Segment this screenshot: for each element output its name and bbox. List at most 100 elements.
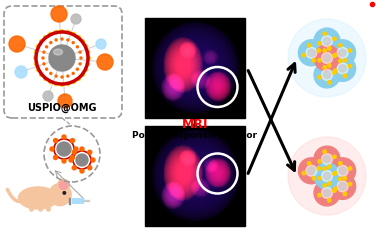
Circle shape bbox=[339, 167, 346, 174]
Circle shape bbox=[333, 155, 336, 159]
Circle shape bbox=[308, 167, 315, 174]
Circle shape bbox=[87, 51, 89, 53]
Circle shape bbox=[339, 59, 342, 63]
Circle shape bbox=[321, 171, 332, 181]
Circle shape bbox=[323, 172, 331, 180]
Circle shape bbox=[9, 36, 25, 52]
Circle shape bbox=[74, 147, 78, 151]
Circle shape bbox=[333, 71, 336, 74]
Circle shape bbox=[88, 166, 92, 170]
Circle shape bbox=[321, 154, 332, 164]
Circle shape bbox=[343, 192, 347, 196]
Circle shape bbox=[55, 39, 57, 41]
Circle shape bbox=[330, 40, 356, 66]
Circle shape bbox=[67, 39, 69, 41]
Circle shape bbox=[82, 74, 84, 76]
Circle shape bbox=[70, 156, 74, 160]
Circle shape bbox=[43, 51, 45, 53]
Circle shape bbox=[339, 65, 346, 72]
Circle shape bbox=[55, 83, 57, 86]
Circle shape bbox=[308, 44, 311, 47]
Circle shape bbox=[323, 71, 331, 79]
Circle shape bbox=[79, 51, 81, 53]
Circle shape bbox=[73, 32, 75, 35]
Bar bbox=[145, 18, 245, 118]
Circle shape bbox=[323, 167, 326, 170]
Circle shape bbox=[334, 171, 337, 175]
Circle shape bbox=[70, 139, 74, 143]
Circle shape bbox=[318, 59, 321, 62]
Circle shape bbox=[71, 14, 81, 24]
Circle shape bbox=[58, 94, 72, 108]
Circle shape bbox=[76, 68, 78, 70]
Circle shape bbox=[80, 169, 84, 173]
Circle shape bbox=[308, 162, 311, 165]
Circle shape bbox=[58, 179, 70, 191]
Circle shape bbox=[51, 6, 67, 22]
Circle shape bbox=[333, 54, 336, 57]
Circle shape bbox=[343, 177, 347, 180]
Circle shape bbox=[321, 69, 332, 80]
Circle shape bbox=[43, 91, 53, 101]
Circle shape bbox=[39, 74, 42, 76]
Circle shape bbox=[318, 194, 321, 197]
Circle shape bbox=[88, 150, 92, 154]
Ellipse shape bbox=[53, 49, 62, 55]
Circle shape bbox=[330, 55, 356, 81]
Circle shape bbox=[49, 81, 52, 84]
Circle shape bbox=[323, 38, 331, 45]
Circle shape bbox=[327, 165, 331, 168]
Circle shape bbox=[323, 66, 326, 69]
Circle shape bbox=[50, 72, 52, 74]
Circle shape bbox=[337, 181, 348, 192]
Circle shape bbox=[82, 40, 84, 42]
Circle shape bbox=[339, 44, 342, 47]
Circle shape bbox=[306, 47, 317, 58]
Circle shape bbox=[72, 166, 76, 170]
Text: USPIO@OMG: USPIO@OMG bbox=[27, 103, 97, 113]
Circle shape bbox=[44, 36, 47, 38]
Circle shape bbox=[88, 57, 90, 59]
Circle shape bbox=[34, 51, 37, 53]
Circle shape bbox=[327, 81, 331, 84]
Circle shape bbox=[334, 53, 337, 57]
Circle shape bbox=[76, 154, 88, 166]
Circle shape bbox=[50, 147, 54, 151]
Circle shape bbox=[69, 158, 73, 162]
Circle shape bbox=[314, 28, 340, 54]
Circle shape bbox=[62, 159, 66, 163]
Circle shape bbox=[77, 78, 80, 80]
Circle shape bbox=[67, 30, 69, 33]
Circle shape bbox=[312, 59, 315, 62]
Circle shape bbox=[333, 189, 336, 192]
Circle shape bbox=[61, 30, 63, 32]
Ellipse shape bbox=[18, 187, 58, 209]
Circle shape bbox=[73, 81, 75, 84]
Circle shape bbox=[15, 66, 27, 78]
Circle shape bbox=[39, 40, 42, 42]
Circle shape bbox=[314, 62, 340, 88]
Circle shape bbox=[45, 68, 48, 70]
Circle shape bbox=[339, 183, 346, 190]
Circle shape bbox=[348, 167, 352, 170]
Circle shape bbox=[36, 45, 39, 48]
Circle shape bbox=[348, 64, 352, 68]
Circle shape bbox=[34, 63, 37, 65]
Circle shape bbox=[333, 37, 336, 41]
Circle shape bbox=[97, 54, 113, 70]
Circle shape bbox=[42, 57, 44, 59]
Circle shape bbox=[323, 54, 331, 62]
Circle shape bbox=[339, 49, 346, 56]
Circle shape bbox=[343, 59, 347, 62]
Circle shape bbox=[337, 47, 348, 58]
Circle shape bbox=[317, 167, 321, 170]
Circle shape bbox=[323, 49, 326, 52]
Circle shape bbox=[67, 75, 69, 77]
Circle shape bbox=[327, 199, 331, 202]
Circle shape bbox=[96, 39, 106, 49]
Circle shape bbox=[314, 45, 340, 71]
Circle shape bbox=[337, 165, 348, 176]
Circle shape bbox=[334, 187, 337, 190]
Circle shape bbox=[318, 160, 321, 163]
Circle shape bbox=[323, 156, 331, 163]
